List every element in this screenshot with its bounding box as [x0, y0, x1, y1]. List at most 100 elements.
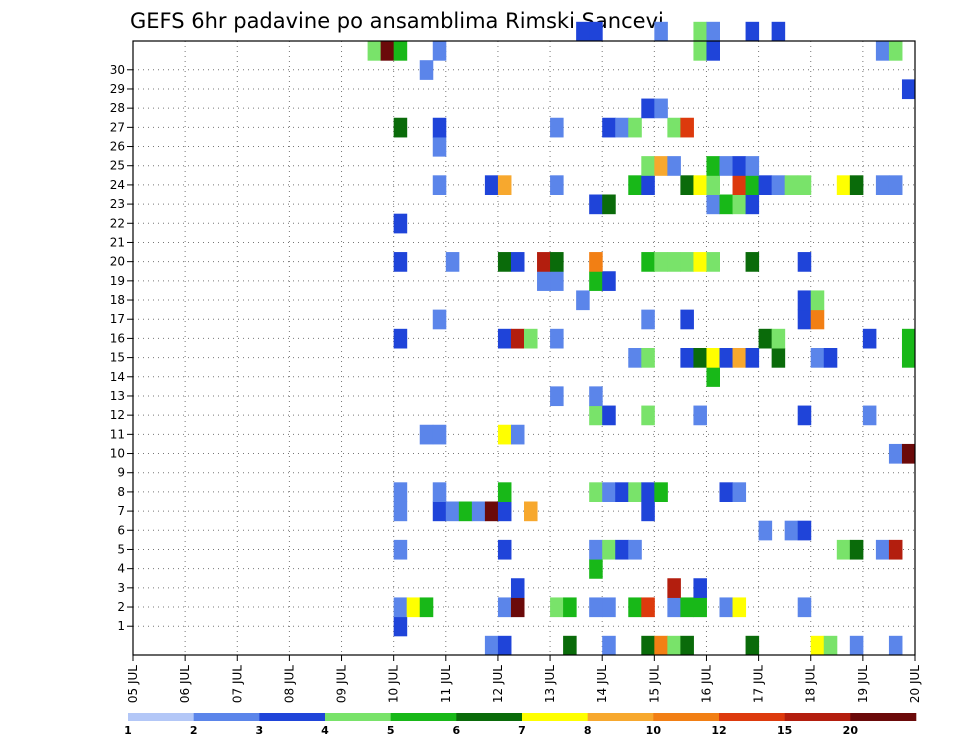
heatmap-cell [602, 539, 616, 560]
heatmap-cell [862, 405, 877, 426]
heatmap-cell [602, 482, 616, 502]
legend-swatch [390, 713, 457, 721]
heatmap-cell [693, 21, 707, 42]
heatmap-cell [589, 405, 603, 426]
heatmap-cell [524, 501, 538, 522]
heatmap-cell [680, 309, 694, 330]
heatmap-cell [471, 501, 486, 522]
heatmap-cell [706, 367, 720, 387]
plot-frame [132, 40, 916, 656]
y-tick-label: 22 [110, 216, 125, 230]
heatmap-cell [875, 175, 890, 195]
heatmap-cell [706, 41, 720, 61]
legend-swatch [456, 713, 523, 721]
heatmap-cell [602, 405, 616, 426]
heatmap-cell [589, 21, 603, 42]
legend-label: 4 [321, 724, 329, 737]
heatmap-cell [693, 597, 707, 618]
y-tick-label: 14 [110, 370, 125, 384]
heatmap-cell [497, 482, 512, 502]
heatmap-cell [654, 635, 668, 656]
heatmap-cell [628, 117, 642, 138]
legend-swatch [719, 713, 785, 721]
heatmap-cell [393, 117, 408, 138]
heatmap-cell [706, 175, 720, 195]
heatmap-cell [550, 597, 564, 618]
chart-title: GEFS 6hr padavine po ansamblima Rimski S… [130, 9, 664, 33]
heatmap-cell [706, 252, 720, 272]
heatmap-cell [393, 252, 408, 272]
heatmap-cell [810, 348, 825, 368]
heatmap-cell [810, 309, 825, 330]
heatmap-cell [667, 252, 681, 272]
y-tick-label: 1 [117, 619, 125, 633]
heatmap-cell [758, 520, 773, 541]
heatmap-cell [393, 539, 408, 560]
y-tick-label: 29 [110, 82, 125, 96]
heatmap-cell [432, 309, 447, 330]
heatmap-cell [432, 41, 447, 61]
heatmap-cell [550, 271, 564, 291]
heatmap-cell [550, 175, 564, 195]
x-tick-label: 15 JUL [647, 665, 661, 703]
heatmap-cell [432, 482, 447, 502]
heatmap-cell [745, 175, 760, 195]
heatmap-cell [406, 597, 421, 618]
heatmap-cell [745, 21, 760, 42]
heatmap-cell [497, 597, 512, 618]
heatmap-cell [432, 175, 447, 195]
heatmap-cell [432, 424, 447, 445]
heatmap-cell [432, 117, 447, 138]
heatmap-cell [901, 79, 916, 100]
heatmap-cell [589, 559, 603, 579]
legend-swatch [587, 713, 654, 721]
heatmap-cell [615, 539, 629, 560]
heatmap-cell [797, 290, 812, 311]
heatmap-cell [641, 309, 655, 330]
heatmap-cell [745, 194, 760, 215]
heatmap-cell [693, 252, 707, 272]
heatmap-cell [589, 194, 603, 215]
heatmap-cell [797, 405, 812, 426]
heatmap-cell [484, 501, 499, 522]
y-tick-label: 28 [110, 101, 125, 115]
heatmap-cell [719, 597, 734, 618]
heatmap-cell [680, 635, 694, 656]
legend-label: 2 [190, 724, 198, 737]
y-tick-label: 30 [110, 63, 125, 77]
heatmap-cell [719, 482, 734, 502]
y-tick-label: 5 [117, 542, 125, 556]
heatmap-cell [862, 328, 877, 349]
heatmap-cell [563, 635, 577, 656]
heatmap-cell [732, 348, 747, 368]
heatmap-cell [758, 328, 773, 349]
heatmap-cell [589, 539, 603, 560]
heatmap-cell [771, 348, 786, 368]
heatmap-cell [641, 252, 655, 272]
heatmap-cell [745, 156, 760, 176]
heatmap-cell [719, 194, 734, 215]
heatmap-cell [680, 175, 694, 195]
heatmap-cell [849, 635, 864, 656]
heatmap-cell [667, 117, 681, 138]
heatmap-cell [901, 348, 916, 368]
heatmap-cell [589, 482, 603, 502]
heatmap-cell [875, 41, 890, 61]
y-tick-label: 20 [110, 255, 125, 269]
heatmap-cell [797, 520, 812, 541]
x-tick-label: 12 JUL [491, 665, 505, 703]
heatmap-cell [510, 328, 525, 349]
y-tick-label: 15 [110, 351, 125, 365]
heatmap-cell [445, 252, 460, 272]
heatmap-cell [641, 156, 655, 176]
heatmap-cell [641, 635, 655, 656]
y-tick-label: 17 [110, 312, 125, 326]
legend-label: 15 [777, 724, 792, 737]
heatmap-cell [849, 175, 864, 195]
heatmap-cell [628, 175, 642, 195]
heatmap-cell [367, 41, 382, 61]
heatmap-cell [810, 290, 825, 311]
heatmap-cell [875, 539, 890, 560]
x-tick-label: 05 JUL [126, 665, 140, 703]
x-tick-label: 17 JUL [752, 665, 766, 703]
